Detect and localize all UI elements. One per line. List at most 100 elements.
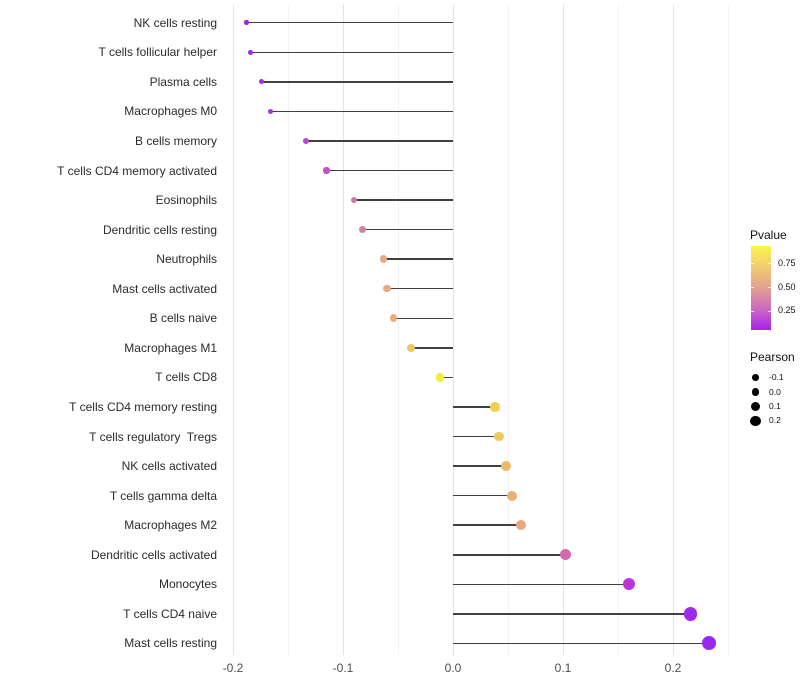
category-label: T cells regulatory Tregs <box>89 429 217 444</box>
pvalue-tick-mark <box>751 310 754 312</box>
data-point <box>248 49 253 55</box>
lollipop-stem <box>387 287 453 290</box>
data-point <box>622 578 636 591</box>
data-point <box>683 607 698 621</box>
gridline-major <box>342 5 344 655</box>
lollipop-stem <box>411 347 453 349</box>
category-label: Macrophages M2 <box>124 518 217 533</box>
category-label: NK cells activated <box>121 459 217 474</box>
pvalue-gradient-bar <box>751 246 771 330</box>
lollipop-stem <box>453 524 522 526</box>
category-label: T cells CD4 memory activated <box>57 163 217 178</box>
category-label: Mast cells activated <box>112 281 217 296</box>
data-point <box>500 461 511 472</box>
data-point <box>243 20 249 26</box>
gridline-major <box>452 5 454 655</box>
lollipop-stem <box>453 583 629 586</box>
data-point <box>323 167 330 174</box>
x-axis-tick-label: 0.0 <box>444 661 462 675</box>
data-point <box>379 255 388 263</box>
category-label: Neutrophils <box>156 252 217 267</box>
gridline-minor <box>507 5 509 655</box>
category-label: Macrophages M1 <box>124 340 217 355</box>
data-point <box>389 314 398 323</box>
lollipop-stem <box>453 554 566 556</box>
legend-pearson-title: Pearson <box>750 350 795 364</box>
data-point <box>267 108 273 114</box>
gridline-minor <box>727 5 729 655</box>
pearson-legend-label: -0.1 <box>769 372 784 383</box>
lollipop-stem <box>250 51 453 53</box>
category-label: T cells CD4 naive <box>123 606 217 621</box>
lollipop-stem <box>453 435 500 438</box>
pvalue-tick-label: 0.25 <box>778 305 796 316</box>
category-label: Dendritic cells activated <box>90 547 217 562</box>
pvalue-tick-label: 0.50 <box>778 281 796 292</box>
gridline-minor <box>617 5 619 655</box>
data-point <box>559 549 571 561</box>
category-label: B cells naive <box>149 311 217 326</box>
category-label: T cells follicular helper <box>98 45 218 60</box>
lollipop-stem <box>393 317 453 320</box>
category-label: Eosinophils <box>155 193 217 208</box>
lollipop-stem <box>261 81 453 83</box>
category-label: Dendritic cells resting <box>102 222 217 237</box>
pvalue-tick-mark <box>768 263 771 265</box>
data-point <box>383 285 391 293</box>
x-axis-tick-label: -0.2 <box>222 661 244 675</box>
pearson-legend-dot <box>751 388 760 396</box>
lollipop-stem <box>453 613 691 615</box>
pvalue-tick-label: 0.75 <box>778 257 796 268</box>
lollipop-stem <box>354 199 453 201</box>
lollipop-stem <box>439 376 453 379</box>
pvalue-tick-mark <box>768 287 771 289</box>
pearson-legend-dot <box>750 401 761 412</box>
category-label: B cells memory <box>134 133 217 148</box>
legend-pvalue-title: Pvalue <box>750 228 787 242</box>
pvalue-tick-mark <box>751 287 754 289</box>
category-label: Plasma cells <box>149 74 217 89</box>
gridline-major <box>562 5 564 655</box>
data-point <box>516 520 527 531</box>
pearson-legend-dot <box>752 374 759 381</box>
category-label: T cells gamma delta <box>109 488 217 503</box>
data-point <box>489 402 500 412</box>
lollipop-stem <box>453 406 495 408</box>
pvalue-tick-mark <box>768 310 771 312</box>
data-point <box>359 226 367 234</box>
lollipop-stem <box>453 494 513 497</box>
gridline-major <box>232 5 234 655</box>
data-point <box>259 79 265 85</box>
category-label: NK cells resting <box>133 15 217 30</box>
x-axis-tick-label: 0.2 <box>664 661 682 675</box>
category-label: T cells CD4 memory resting <box>69 399 217 414</box>
lollipop-stem <box>383 258 453 260</box>
data-point <box>350 196 358 204</box>
pearson-legend-label: 0.2 <box>769 415 781 426</box>
data-point <box>494 431 505 442</box>
data-point <box>302 138 309 144</box>
data-point <box>702 636 717 651</box>
category-label: Mast cells resting <box>124 636 217 651</box>
lollipop-stem <box>453 465 506 467</box>
lollipop-stem <box>270 110 453 113</box>
data-point <box>407 343 416 352</box>
lollipop-stem <box>246 21 453 24</box>
pearson-legend-label: 0.0 <box>769 386 781 397</box>
lollipop-stem <box>326 169 453 172</box>
lollipop-stem <box>362 228 453 231</box>
pearson-legend-label: 0.1 <box>769 401 781 411</box>
category-label: T cells CD8 <box>155 370 217 385</box>
pearson-legend-dot <box>750 415 761 427</box>
gridline-major <box>672 5 674 655</box>
category-label: Monocytes <box>158 577 217 592</box>
lollipop-stem <box>305 140 453 142</box>
pvalue-tick-mark <box>751 263 754 265</box>
x-axis-tick-label: 0.1 <box>554 661 572 675</box>
x-axis-tick-label: -0.1 <box>332 661 354 675</box>
lollipop-stem <box>453 642 710 645</box>
data-point <box>435 373 445 382</box>
gridline-minor <box>287 5 289 655</box>
data-point <box>507 490 518 501</box>
